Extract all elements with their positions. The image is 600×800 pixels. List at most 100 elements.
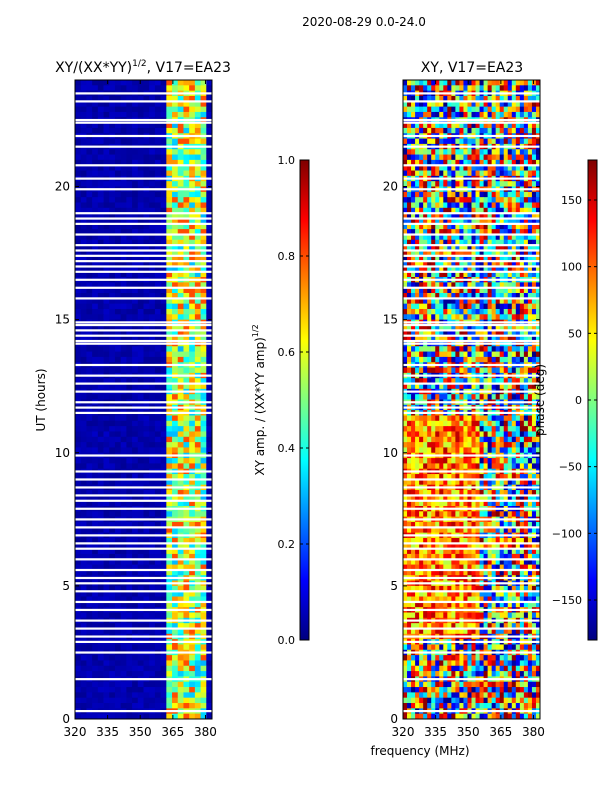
amp-heat-cell (80, 229, 87, 235)
phase-heat-cell (519, 223, 525, 230)
amp-heat-cell (109, 234, 116, 241)
phase-heat-cell (419, 287, 424, 294)
amp-heat-cell (109, 426, 116, 432)
amp-plot-frame (74, 79, 213, 720)
amp-heat-cell (103, 431, 110, 438)
phase-heat-cell (515, 207, 521, 214)
phase-heat-cell (403, 335, 408, 342)
amp-heat-cell (103, 569, 110, 576)
amp-heat-cell (97, 681, 104, 688)
phase-heat-cell (507, 383, 513, 390)
phase-heat-cell (403, 181, 408, 187)
phase-heat-cell (467, 223, 472, 230)
phase-heat-cell (471, 191, 476, 198)
amp-heat-cell (166, 601, 173, 608)
amp-heat-cell (154, 479, 162, 486)
amp-heat-cell (194, 559, 201, 565)
phase-heat-cell (515, 223, 521, 230)
phase-heat-cell (451, 298, 456, 305)
amp-heat-cell (154, 197, 162, 203)
phase-heat-cell (507, 271, 513, 278)
amp-heat-cell (109, 335, 116, 342)
amp-heat-cell (86, 511, 93, 518)
amp-heat-cell (80, 314, 87, 321)
amp-heat-cell (172, 692, 179, 699)
amp-heat-cell (172, 564, 179, 571)
amp-heat-cell (183, 601, 190, 608)
amp-heat-cell (137, 95, 144, 102)
amp-heat-cell (143, 330, 150, 336)
phase-heat-cell (463, 213, 468, 219)
amp-heat-cell (177, 266, 184, 273)
phase-heat-cell (495, 159, 501, 166)
amp-heat-cell (200, 245, 207, 251)
phase-heat-cell (463, 197, 468, 203)
amp-heat-cell (189, 394, 196, 400)
amp-heat-cell (132, 330, 139, 336)
amp-heat-cell (172, 436, 179, 443)
amp-heat-cell (132, 479, 139, 486)
amp-heat-cell (200, 458, 207, 464)
amp-heat-cell (75, 559, 82, 565)
amp-heat-cell (132, 537, 139, 544)
phase-heat-cell (423, 229, 428, 235)
phase-heat-cell (527, 303, 533, 310)
amp-heat-cell (86, 239, 93, 246)
amp-heat-cell (194, 346, 201, 352)
phase-heat-cell (479, 229, 484, 235)
amp-heat-cell (114, 303, 122, 310)
amp-heat-cell (194, 80, 201, 86)
amp-heat-cell (120, 298, 127, 305)
phase-heat-cell (455, 149, 460, 155)
amp-heat-cell (183, 298, 190, 305)
phase-heat-cell (423, 165, 428, 171)
amp-heat-cell (114, 511, 122, 518)
amp-heat-cell (183, 447, 190, 454)
amp-heat-cell (103, 101, 110, 108)
amp-heat-cell (80, 266, 87, 273)
phase-heat-cell (455, 378, 460, 384)
amp-heat-cell (206, 527, 213, 534)
amp-heat-cell (200, 644, 207, 651)
amp-heat-cell (132, 138, 139, 145)
phase-heat-cell (535, 80, 541, 86)
phase-heat-cell (503, 154, 509, 161)
amp-heat-cell (75, 245, 82, 251)
amp-heat-cell (154, 383, 162, 390)
amp-heat-cell (160, 479, 167, 486)
phase-heat-cell (519, 308, 525, 315)
amp-heat-cell (154, 207, 162, 214)
phase-heat-cell (443, 111, 448, 118)
amp-heat-cell (137, 324, 144, 331)
amp-heat-cell (86, 474, 93, 480)
amp-heat-cell (137, 463, 144, 470)
phase-heat-cell (487, 218, 493, 225)
phase-heat-cell (463, 330, 468, 336)
phase-heat-cell (407, 303, 412, 310)
amp-heat-cell (126, 106, 133, 113)
amp-heat-cell (75, 287, 82, 294)
amp-heat-cell (86, 367, 93, 374)
amp-heat-cell (194, 218, 201, 225)
phase-heat-cell (523, 149, 529, 155)
phase-heat-cell (459, 149, 464, 155)
phase-heat-cell (423, 330, 428, 336)
amp-heat-cell (109, 303, 116, 310)
amp-heat-cell (97, 394, 104, 400)
amp-heat-cell (126, 655, 133, 661)
phase-heat-cell (419, 324, 424, 331)
phase-heat-cell (527, 181, 533, 187)
amp-heat-cell (126, 85, 133, 92)
phase-heat-cell (443, 207, 448, 214)
amp-heat-cell (80, 447, 87, 454)
phase-heat-cell (503, 271, 509, 278)
phase-heat-cell (427, 282, 432, 289)
amp-heat-cell (166, 207, 173, 214)
phase-heat-cell (411, 170, 416, 177)
phase-heat-cell (535, 271, 541, 278)
amp-heat-cell (103, 500, 110, 507)
amp-gap-row (75, 286, 212, 289)
phase-heat-cell (483, 101, 489, 108)
phase-heat-cell (443, 261, 448, 267)
amp-heat-cell (80, 181, 87, 187)
